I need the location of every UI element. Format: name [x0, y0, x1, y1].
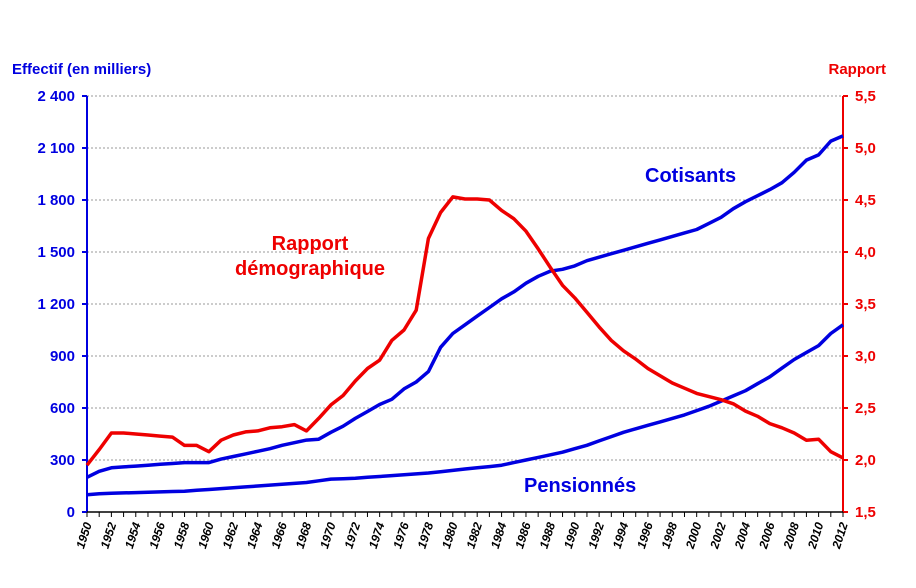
left-tick-label: 2 400	[37, 88, 75, 105]
x-tick-label: 2002	[707, 520, 729, 551]
x-tick-label: 1992	[585, 520, 607, 550]
left-tick-label: 0	[67, 504, 75, 521]
series-lines	[85, 134, 845, 497]
x-tick-label: 1978	[415, 520, 437, 550]
right-tick-label: 4,0	[855, 244, 876, 261]
left-tick-label: 300	[50, 452, 75, 469]
x-tick-label: 1956	[146, 520, 168, 550]
annotation-cotisants: Cotisants	[645, 165, 736, 187]
left-tick-label: 1 500	[37, 244, 75, 261]
right-tick-label: 5,5	[855, 88, 876, 105]
x-tick-label: 2006	[756, 520, 778, 551]
x-tick-label: 1958	[171, 520, 193, 550]
x-tick-label: 1952	[98, 520, 120, 550]
x-tick-label: 1986	[512, 520, 534, 550]
right-tick-label: 3,5	[855, 296, 876, 313]
x-tick-label: 1970	[317, 520, 339, 550]
right-axis-label: Rapport	[829, 61, 887, 78]
axes: 0 1,5 300 2,0 600 2,5 900 3,0 1 200 3,5 1 500 4,0 1 …	[37, 88, 875, 551]
x-tick-label: 1962	[220, 520, 242, 550]
series-line-rapport-d-mographique	[85, 195, 844, 467]
left-tick-label: 1 800	[37, 192, 75, 209]
left-tick-label: 600	[50, 400, 75, 417]
x-tick-label: 1966	[268, 520, 290, 550]
series-line-cotisants	[86, 134, 844, 479]
left-tick-label: 1 200	[37, 296, 75, 313]
x-tick-label: 1984	[488, 520, 510, 550]
x-tick-label: 1994	[610, 520, 632, 550]
x-tick-label: 1976	[390, 520, 412, 550]
x-tick-label: 2012	[829, 520, 851, 551]
annotation-pensionnes: Pensionnés	[524, 475, 636, 497]
x-tick-label: 1982	[463, 520, 485, 550]
x-tick-label: 1972	[342, 520, 364, 550]
left-tick-label: 900	[50, 348, 75, 365]
right-tick-label: 2,0	[855, 452, 876, 469]
x-tick-label: 2000	[683, 520, 705, 551]
x-tick-label: 2008	[780, 520, 802, 551]
x-tick-label: 1950	[73, 520, 95, 550]
x-tick-label: 1954	[122, 520, 144, 550]
gridlines	[87, 95, 843, 461]
right-tick-label: 1,5	[855, 504, 876, 521]
annotation-rapport-line2: démographique	[235, 258, 385, 280]
left-axis-label: Effectif (en milliers)	[12, 61, 151, 78]
right-tick-label: 4,5	[855, 192, 876, 209]
right-tick-label: 3,0	[855, 348, 876, 365]
x-tick-label: 1990	[561, 520, 583, 550]
x-tick-label: 1968	[293, 520, 315, 550]
x-tick-label: 1998	[659, 520, 681, 550]
x-tick-label: 1964	[244, 520, 266, 550]
x-tick-label: 1974	[366, 520, 388, 550]
right-tick-label: 2,5	[855, 400, 876, 417]
series-line-pensionn-s	[86, 323, 845, 497]
x-tick-label: 1960	[195, 520, 217, 550]
annotation-rapport-line1: Rapport	[272, 233, 349, 255]
x-tick-label: 1980	[439, 520, 461, 550]
x-tick-label: 2010	[805, 520, 827, 551]
x-tick-label: 1988	[537, 520, 559, 550]
x-tick-label: 2004	[731, 520, 753, 551]
right-tick-label: 5,0	[855, 140, 876, 157]
x-tick-label: 1996	[634, 520, 656, 550]
left-tick-label: 2 100	[37, 140, 75, 157]
